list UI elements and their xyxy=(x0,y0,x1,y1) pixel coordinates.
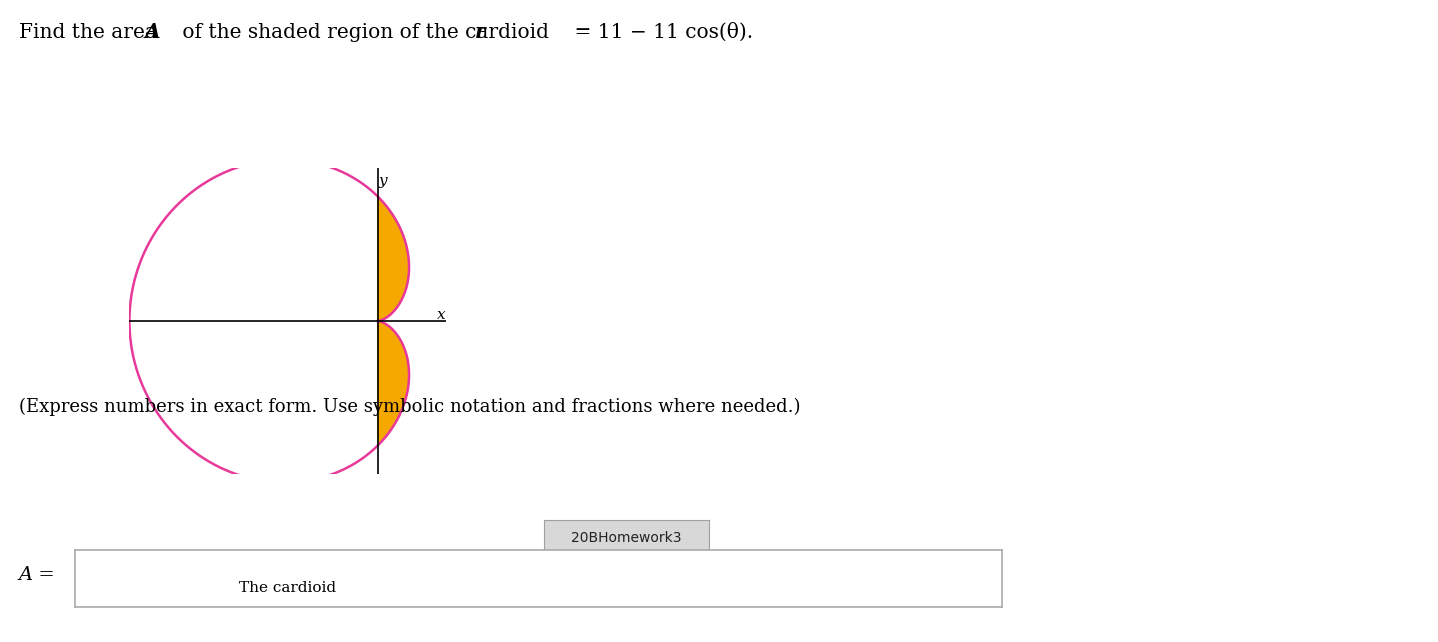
Text: r: r xyxy=(475,22,485,42)
Text: A =: A = xyxy=(19,566,56,584)
Text: The cardioid: The cardioid xyxy=(239,581,336,595)
Text: A: A xyxy=(144,22,160,42)
Text: 20BHomework3: 20BHomework3 xyxy=(571,531,682,544)
Text: y: y xyxy=(378,174,387,188)
Polygon shape xyxy=(378,196,408,446)
Text: (Express numbers in exact form. Use symbolic notation and fractions where needed: (Express numbers in exact form. Use symb… xyxy=(19,398,800,416)
Text: Find the area    of the shaded region of the cardioid    = 11 − 11 cos(θ).: Find the area of the shaded region of th… xyxy=(19,22,754,42)
Text: x: x xyxy=(437,308,446,322)
